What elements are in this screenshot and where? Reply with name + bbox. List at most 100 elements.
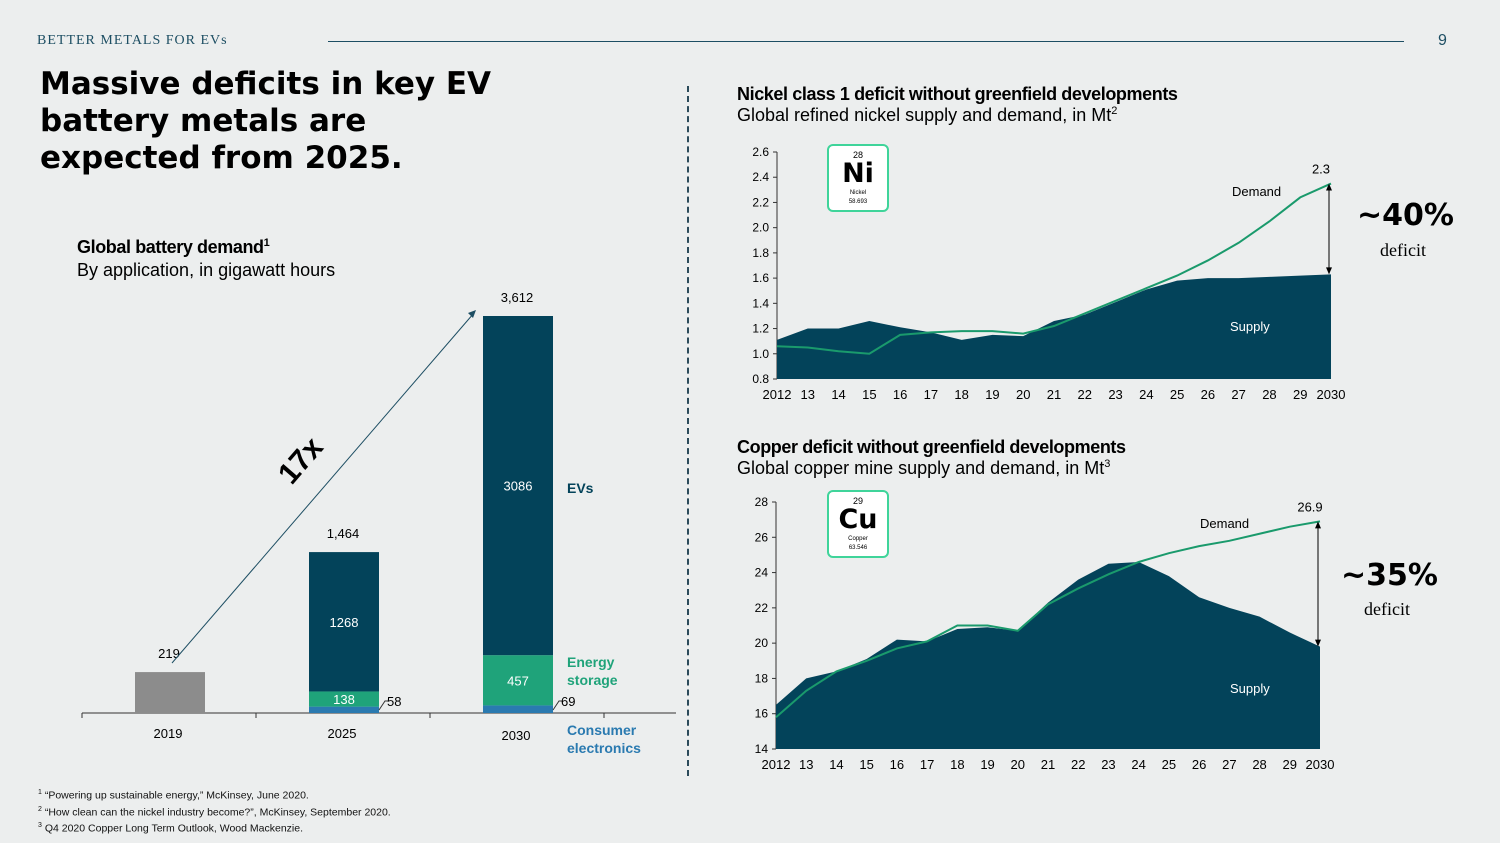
battery-segment-label: 1268 — [330, 615, 359, 630]
nickel-chart-title: Nickel class 1 deficit without greenfiel… — [737, 84, 1178, 104]
copper-chart-x-tick-label: 20 — [1011, 757, 1025, 772]
section-divider — [687, 86, 689, 776]
nickel-chart-y-tick-label: 1.0 — [752, 347, 769, 361]
nickel-chart-x-tick-label: 27 — [1231, 387, 1245, 402]
battery-category-label: 2025 — [328, 726, 357, 741]
battery-chart-title: Global battery demand1 — [77, 237, 270, 258]
copper-element-name: Copper — [848, 536, 868, 542]
copper-chart-deficit-arrowhead-top — [1315, 521, 1321, 529]
nickel-element-tile: 28 Ni Nickel 58.693 — [827, 144, 889, 212]
copper-chart-y-tick-label: 20 — [755, 636, 769, 650]
nickel-chart-y-tick-label: 1.8 — [752, 246, 769, 260]
nickel-chart-deficit-arrowhead-top — [1326, 183, 1332, 191]
nickel-element-name: Nickel — [849, 190, 867, 196]
battery-series-label-storage-1: Energy — [567, 654, 615, 670]
nickel-chart-x-tick-label: 18 — [954, 387, 968, 402]
battery-segment-label: 3086 — [504, 479, 533, 494]
copper-chart-x-tick-label: 16 — [890, 757, 904, 772]
nickel-chart-x-tick-label: 21 — [1047, 387, 1061, 402]
copper-chart-y-tick-label: 22 — [755, 601, 769, 615]
nickel-chart-supply-label: Supply — [1230, 319, 1270, 334]
nickel-deficit-percent: ~40% — [1357, 198, 1454, 233]
battery-bar-segment-2025 — [309, 706, 379, 713]
nickel-chart-x-tick-label: 2012 — [763, 387, 792, 402]
copper-chart-x-tick-label: 25 — [1162, 757, 1176, 772]
nickel-chart-x-tick-label: 25 — [1170, 387, 1184, 402]
copper-chart-demand-line — [775, 520, 1321, 718]
battery-ce-leader — [552, 700, 563, 711]
footnotes: 1 “Powering up sustainable energy,” McKi… — [38, 786, 391, 836]
nickel-chart-y-tick-label: 2.0 — [752, 221, 769, 235]
brand-label: BETTER METALS FOR EVs — [37, 33, 228, 48]
battery-chart-subtitle: By application, in gigawatt hours — [77, 260, 336, 280]
copper-chart-x-tick-label: 18 — [950, 757, 964, 772]
battery-ce-label: 58 — [387, 694, 401, 709]
nickel-chart-x-tick-label: 24 — [1139, 387, 1153, 402]
copper-chart-x-tick-label: 13 — [799, 757, 813, 772]
copper-chart-x-tick-label: 22 — [1071, 757, 1085, 772]
copper-chart-deficit-arrowhead-bottom — [1315, 639, 1321, 647]
battery-bar-segment-2030 — [483, 316, 553, 656]
footnote-2-sup: 2 — [38, 805, 42, 813]
copper-chart-x-tick-label: 2012 — [762, 757, 791, 772]
nickel-chart-y-tick-label: 0.8 — [752, 372, 769, 386]
battery-bar-segment-2030 — [483, 705, 553, 713]
nickel-chart-x-tick-label: 13 — [801, 387, 815, 402]
copper-atomic-weight: 63.546 — [848, 545, 868, 551]
copper-chart-x-tick-label: 15 — [859, 757, 873, 772]
battery-segment-label: 457 — [507, 673, 529, 688]
copper-area-chart: 14 16 18 20 22 24 26 28 2012 13 14 15 16 17 18 19 20 21 22… — [755, 495, 1335, 772]
copper-chart-y-tick-label: 18 — [755, 671, 769, 685]
nickel-chart-y-tick-label: 1.4 — [752, 296, 769, 310]
nickel-chart-x-tick-label: 28 — [1262, 387, 1276, 402]
copper-symbol: Cu — [838, 504, 878, 535]
nickel-chart-x-tick-label: 20 — [1016, 387, 1030, 402]
battery-bar-segment-2025 — [309, 691, 379, 707]
copper-chart-x-tick-label: 17 — [920, 757, 934, 772]
copper-chart-x-tick-label: 19 — [980, 757, 994, 772]
battery-total-label: 219 — [158, 646, 180, 661]
nickel-area-chart: 0.8 1.0 1.2 1.4 1.6 1.8 2.0 2.2 2.4 2.6 2012 13 14 15… — [752, 145, 1345, 402]
copper-chart-x-tick-label: 2030 — [1306, 757, 1335, 772]
nickel-chart-deficit-arrowhead-bottom — [1326, 267, 1332, 275]
copper-chart-x-tick-label: 26 — [1192, 757, 1206, 772]
nickel-chart-x-tick-label: 14 — [831, 387, 845, 402]
copper-chart-y-tick-label: 28 — [755, 495, 769, 509]
battery-series-label-storage-2: storage — [567, 672, 618, 688]
page-number: 9 — [1438, 32, 1447, 49]
nickel-chart-x-tick-label: 29 — [1293, 387, 1307, 402]
battery-title-sup: 1 — [263, 237, 270, 249]
battery-ce-leader — [378, 700, 389, 711]
nickel-chart-end-value-label: 2.3 — [1312, 162, 1330, 177]
footnote-3: 3 Q4 2020 Copper Long Term Outlook, Wood… — [38, 819, 391, 836]
battery-segment-label: 138 — [333, 692, 355, 707]
copper-chart-y-tick-label: 16 — [755, 707, 769, 721]
nickel-chart-x-tick-label: 16 — [893, 387, 907, 402]
footnote-1: 1 “Powering up sustainable energy,” McKi… — [38, 786, 391, 803]
footnote-1-text: “Powering up sustainable energy,” McKins… — [44, 789, 309, 802]
footnote-2: 2 “How clean can the nickel industry bec… — [38, 803, 391, 820]
nickel-chart-demand-line — [776, 182, 1332, 355]
nickel-chart-x-tick-label: 15 — [862, 387, 876, 402]
nickel-chart-x-tick-label: 26 — [1201, 387, 1215, 402]
nickel-chart-y-tick-label: 1.2 — [752, 322, 769, 336]
nickel-deficit-label: deficit — [1380, 240, 1426, 260]
copper-chart-demand-label: Demand — [1200, 516, 1249, 531]
copper-chart-x-tick-label: 14 — [829, 757, 843, 772]
battery-total-label: 3,612 — [501, 290, 534, 305]
battery-series-label-ce-1: Consumer — [567, 722, 637, 738]
copper-subtitle-sup: 3 — [1104, 458, 1111, 470]
nickel-chart-y-tick-label: 2.4 — [752, 170, 769, 184]
growth-arrow — [171, 312, 475, 664]
nickel-atomic-weight: 58.693 — [848, 199, 868, 205]
nickel-chart-y-tick-label: 2.6 — [752, 145, 769, 159]
copper-chart-subtitle: Global copper mine supply and demand, in… — [737, 458, 1110, 479]
copper-chart-title: Copper deficit without greenfield develo… — [737, 437, 1126, 457]
header-rule — [328, 41, 1404, 42]
nickel-chart-x-tick-label: 2030 — [1317, 387, 1346, 402]
nickel-chart-y-tick-label: 1.6 — [752, 271, 769, 285]
copper-chart-supply-label: Supply — [1230, 681, 1270, 696]
copper-atomic-number: 29 — [852, 496, 863, 506]
copper-chart-x-tick-label: 21 — [1041, 757, 1055, 772]
